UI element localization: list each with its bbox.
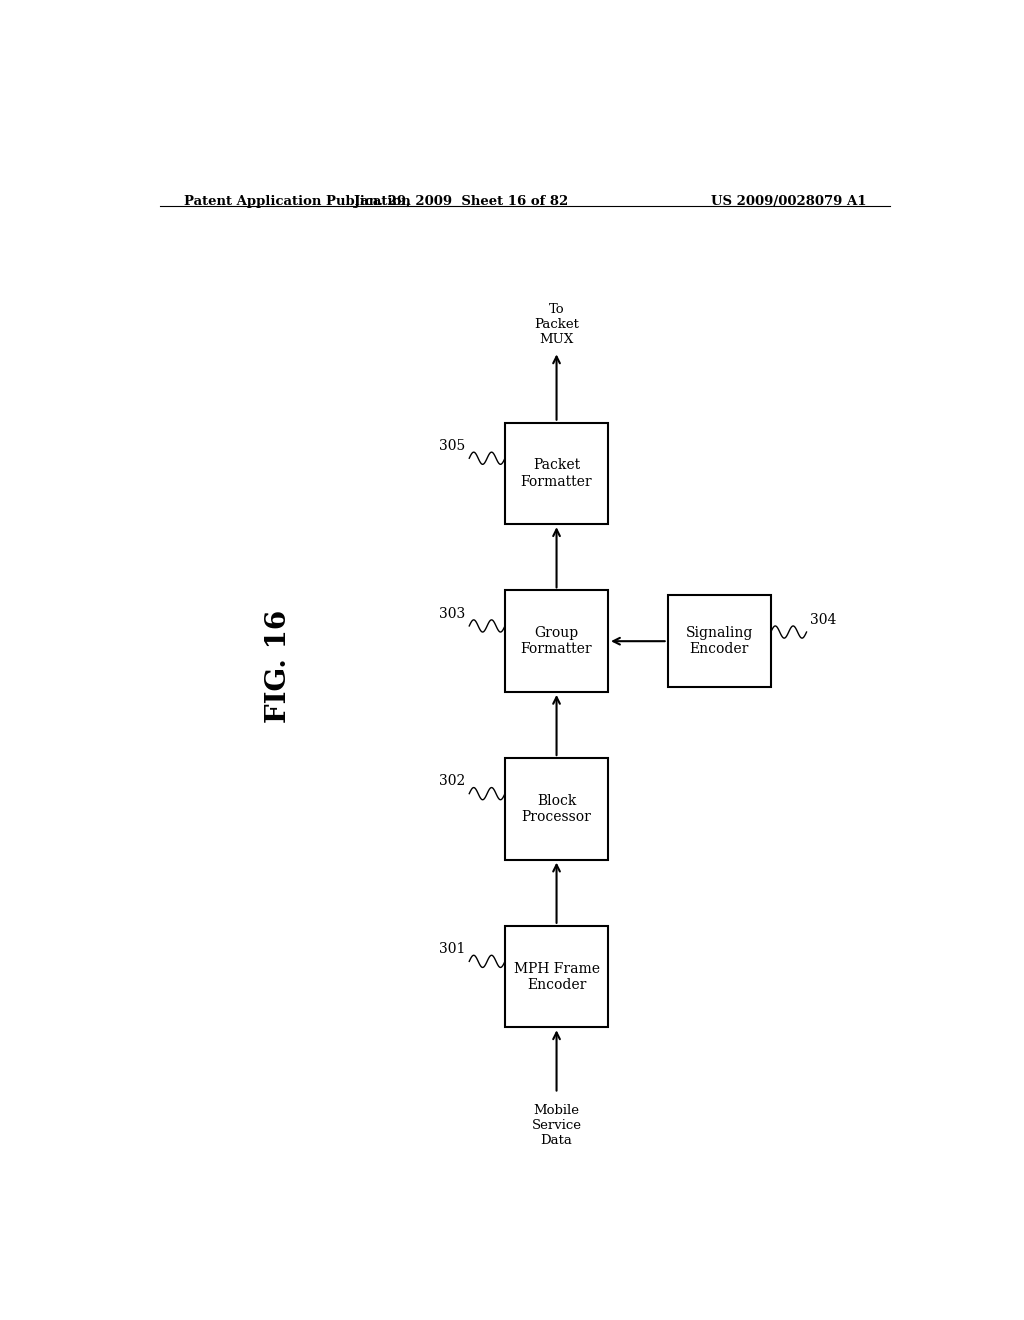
Text: MPH Frame
Encoder: MPH Frame Encoder [514, 961, 599, 991]
Text: 301: 301 [439, 942, 465, 956]
Bar [505, 758, 608, 859]
Bar [505, 590, 608, 692]
Bar [505, 925, 608, 1027]
Text: Mobile
Service
Data: Mobile Service Data [531, 1104, 582, 1147]
Text: 305: 305 [439, 440, 465, 453]
Text: Jan. 29, 2009  Sheet 16 of 82: Jan. 29, 2009 Sheet 16 of 82 [354, 195, 568, 209]
Text: 304: 304 [811, 612, 837, 627]
Text: To
Packet
MUX: To Packet MUX [535, 304, 579, 346]
Text: Group
Formatter: Group Formatter [521, 626, 592, 656]
Text: Signaling
Encoder: Signaling Encoder [685, 626, 753, 656]
Text: Block
Processor: Block Processor [521, 793, 592, 824]
Text: 302: 302 [439, 775, 465, 788]
Text: Patent Application Publication: Patent Application Publication [183, 195, 411, 209]
Text: FIG. 16: FIG. 16 [265, 610, 292, 723]
Bar [505, 422, 608, 524]
Bar [668, 595, 771, 686]
Text: US 2009/0028079 A1: US 2009/0028079 A1 [711, 195, 866, 209]
Text: Packet
Formatter: Packet Formatter [521, 458, 592, 488]
Text: 303: 303 [439, 607, 465, 620]
